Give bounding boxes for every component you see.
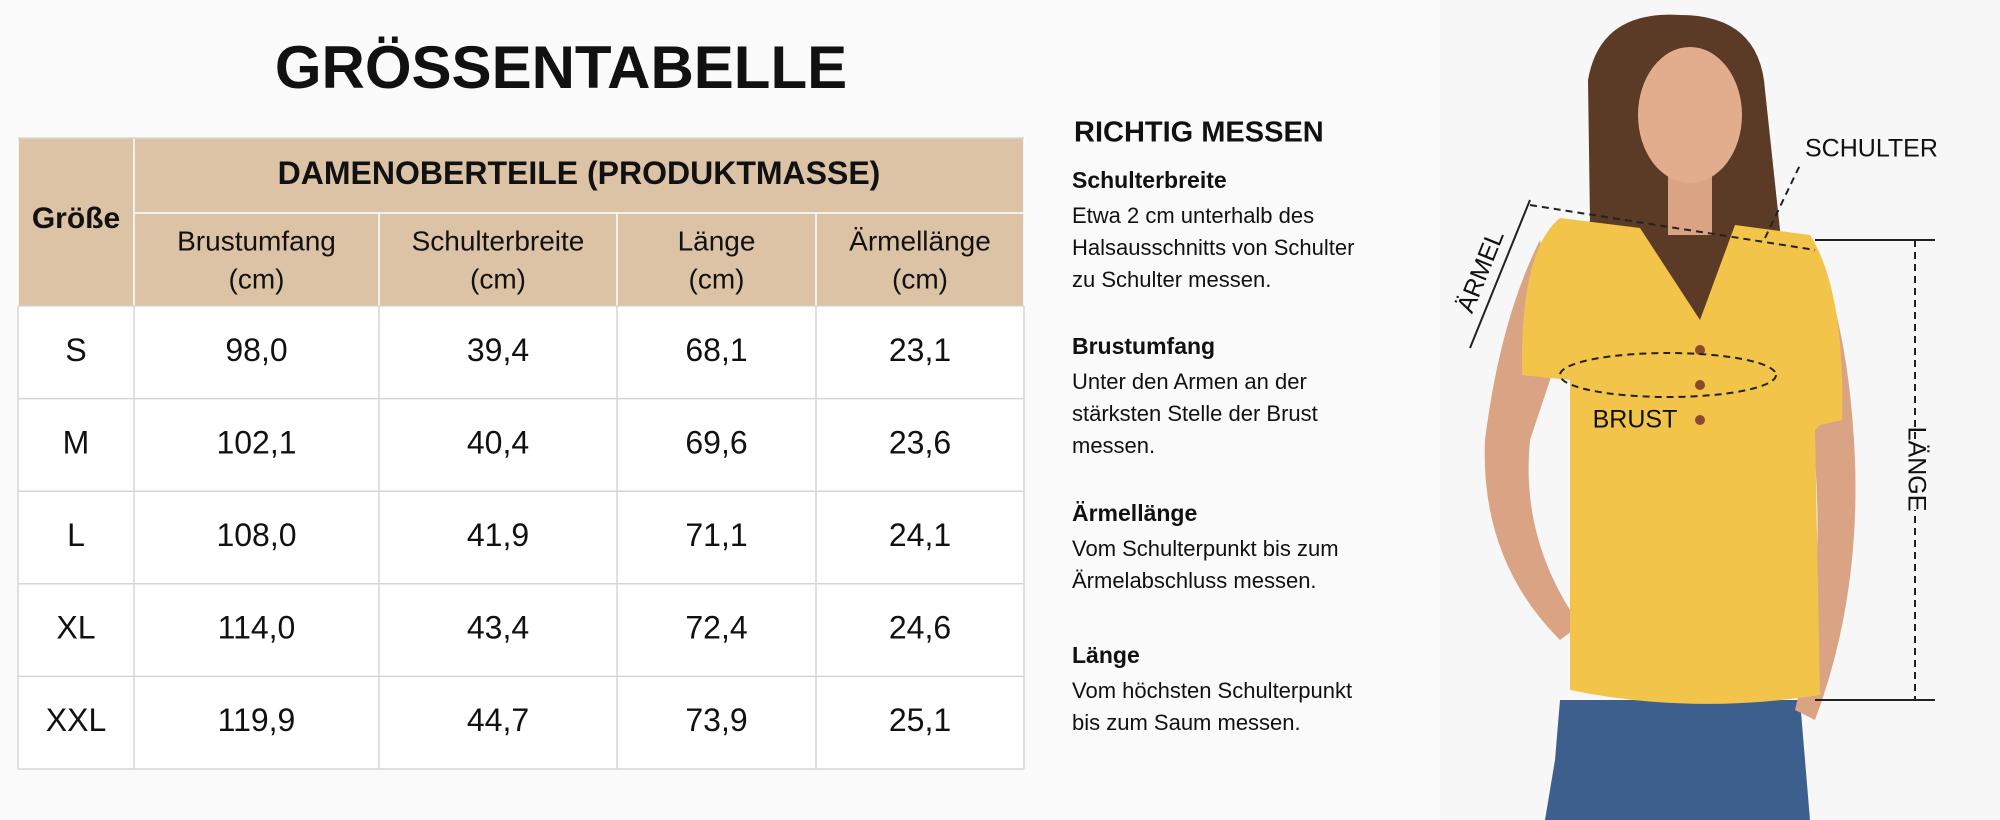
page-title: GRÖSSENTABELLE <box>275 34 847 101</box>
shoulder-label: SCHULTER <box>1805 135 1938 163</box>
guide-text: stärksten Stelle der Brust <box>1072 401 1318 426</box>
value-cell: 102,1 <box>216 424 296 460</box>
value-cell: 41,9 <box>467 517 529 553</box>
header-background <box>18 138 1024 306</box>
sleeve-line <box>1469 199 1531 349</box>
value-cell: 39,4 <box>467 332 529 368</box>
value-cell: 25,1 <box>889 702 951 738</box>
guide-text: messen. <box>1072 433 1155 458</box>
value-cell: 24,1 <box>889 517 951 553</box>
button <box>1695 345 1705 355</box>
guide-text: Unter den Armen an der <box>1072 369 1307 394</box>
column-unit: (cm) <box>892 263 948 294</box>
value-cell: 71,1 <box>685 517 747 553</box>
size-cell: S <box>65 332 86 368</box>
measuring-guide: RICHTIG MESSEN Schulterbreite Etwa 2 cm un… <box>1072 117 1354 735</box>
guide-heading: Länge <box>1072 642 1140 668</box>
guide-text: Vom höchsten Schulterpunkt <box>1072 678 1352 703</box>
guide-text: Halsausschnitts von Schulter <box>1072 235 1354 260</box>
value-cell: 108,0 <box>216 517 296 553</box>
length-label: LÄNGE <box>1902 427 1930 512</box>
value-cell: 44,7 <box>467 702 529 738</box>
body-background <box>18 306 1024 769</box>
button <box>1695 415 1705 425</box>
size-cell: L <box>67 517 85 553</box>
value-cell: 73,9 <box>685 702 747 738</box>
column-header: Ärmellänge <box>849 225 991 256</box>
guide-text: Vom Schulterpunkt bis zum <box>1072 536 1339 561</box>
button <box>1695 380 1705 390</box>
column-unit: (cm) <box>229 263 285 294</box>
size-table: Größe DAMENOBERTEILE (PRODUKTMASSE) Brustu… <box>17 137 1025 770</box>
guide-text: zu Schulter messen. <box>1072 267 1271 292</box>
size-cell: M <box>63 424 90 460</box>
value-cell: 69,6 <box>685 424 747 460</box>
value-cell: 24,6 <box>889 610 951 646</box>
model-figure: SCHULTER ÄRMEL BRUST LÄNGE <box>1440 0 2000 820</box>
length-label-bg <box>1895 440 1935 510</box>
column-unit: (cm) <box>689 263 745 294</box>
size-header: Größe <box>32 202 120 235</box>
value-cell: 43,4 <box>467 610 529 646</box>
size-cell: XL <box>56 610 95 646</box>
value-cell: 23,6 <box>889 424 951 460</box>
value-cell: 68,1 <box>685 332 747 368</box>
value-cell: 40,4 <box>467 424 529 460</box>
value-cell: 72,4 <box>685 610 747 646</box>
column-unit: (cm) <box>470 263 526 294</box>
shirt <box>1521 218 1843 704</box>
shoulder-leader <box>1764 164 1801 239</box>
jeans <box>1545 700 1810 820</box>
guide-heading: Schulterbreite <box>1072 167 1227 193</box>
face <box>1638 47 1742 183</box>
neck <box>1668 175 1712 235</box>
guide-heading: Ärmellänge <box>1072 500 1197 526</box>
column-header: Länge <box>678 225 756 256</box>
size-cell: XXL <box>46 702 106 738</box>
chest-line <box>1559 352 1777 398</box>
shoulder-line <box>1529 204 1816 251</box>
value-cell: 98,0 <box>225 332 287 368</box>
group-header: DAMENOBERTEILE (PRODUKTMASSE) <box>278 155 881 191</box>
guide-text: Etwa 2 cm unterhalb des <box>1072 203 1314 228</box>
guide-title: RICHTIG MESSEN <box>1074 117 1324 149</box>
guide-heading: Brustumfang <box>1072 333 1215 359</box>
value-cell: 23,1 <box>889 332 951 368</box>
guide-text: Ärmelabschluss messen. <box>1072 568 1317 593</box>
value-cell: 119,9 <box>218 702 296 738</box>
value-cell: 114,0 <box>218 610 296 646</box>
chest-label: BRUST <box>1593 406 1678 434</box>
column-header: Brustumfang <box>177 225 336 256</box>
guide-text: bis zum Saum messen. <box>1072 710 1301 735</box>
column-header: Schulterbreite <box>412 225 585 256</box>
